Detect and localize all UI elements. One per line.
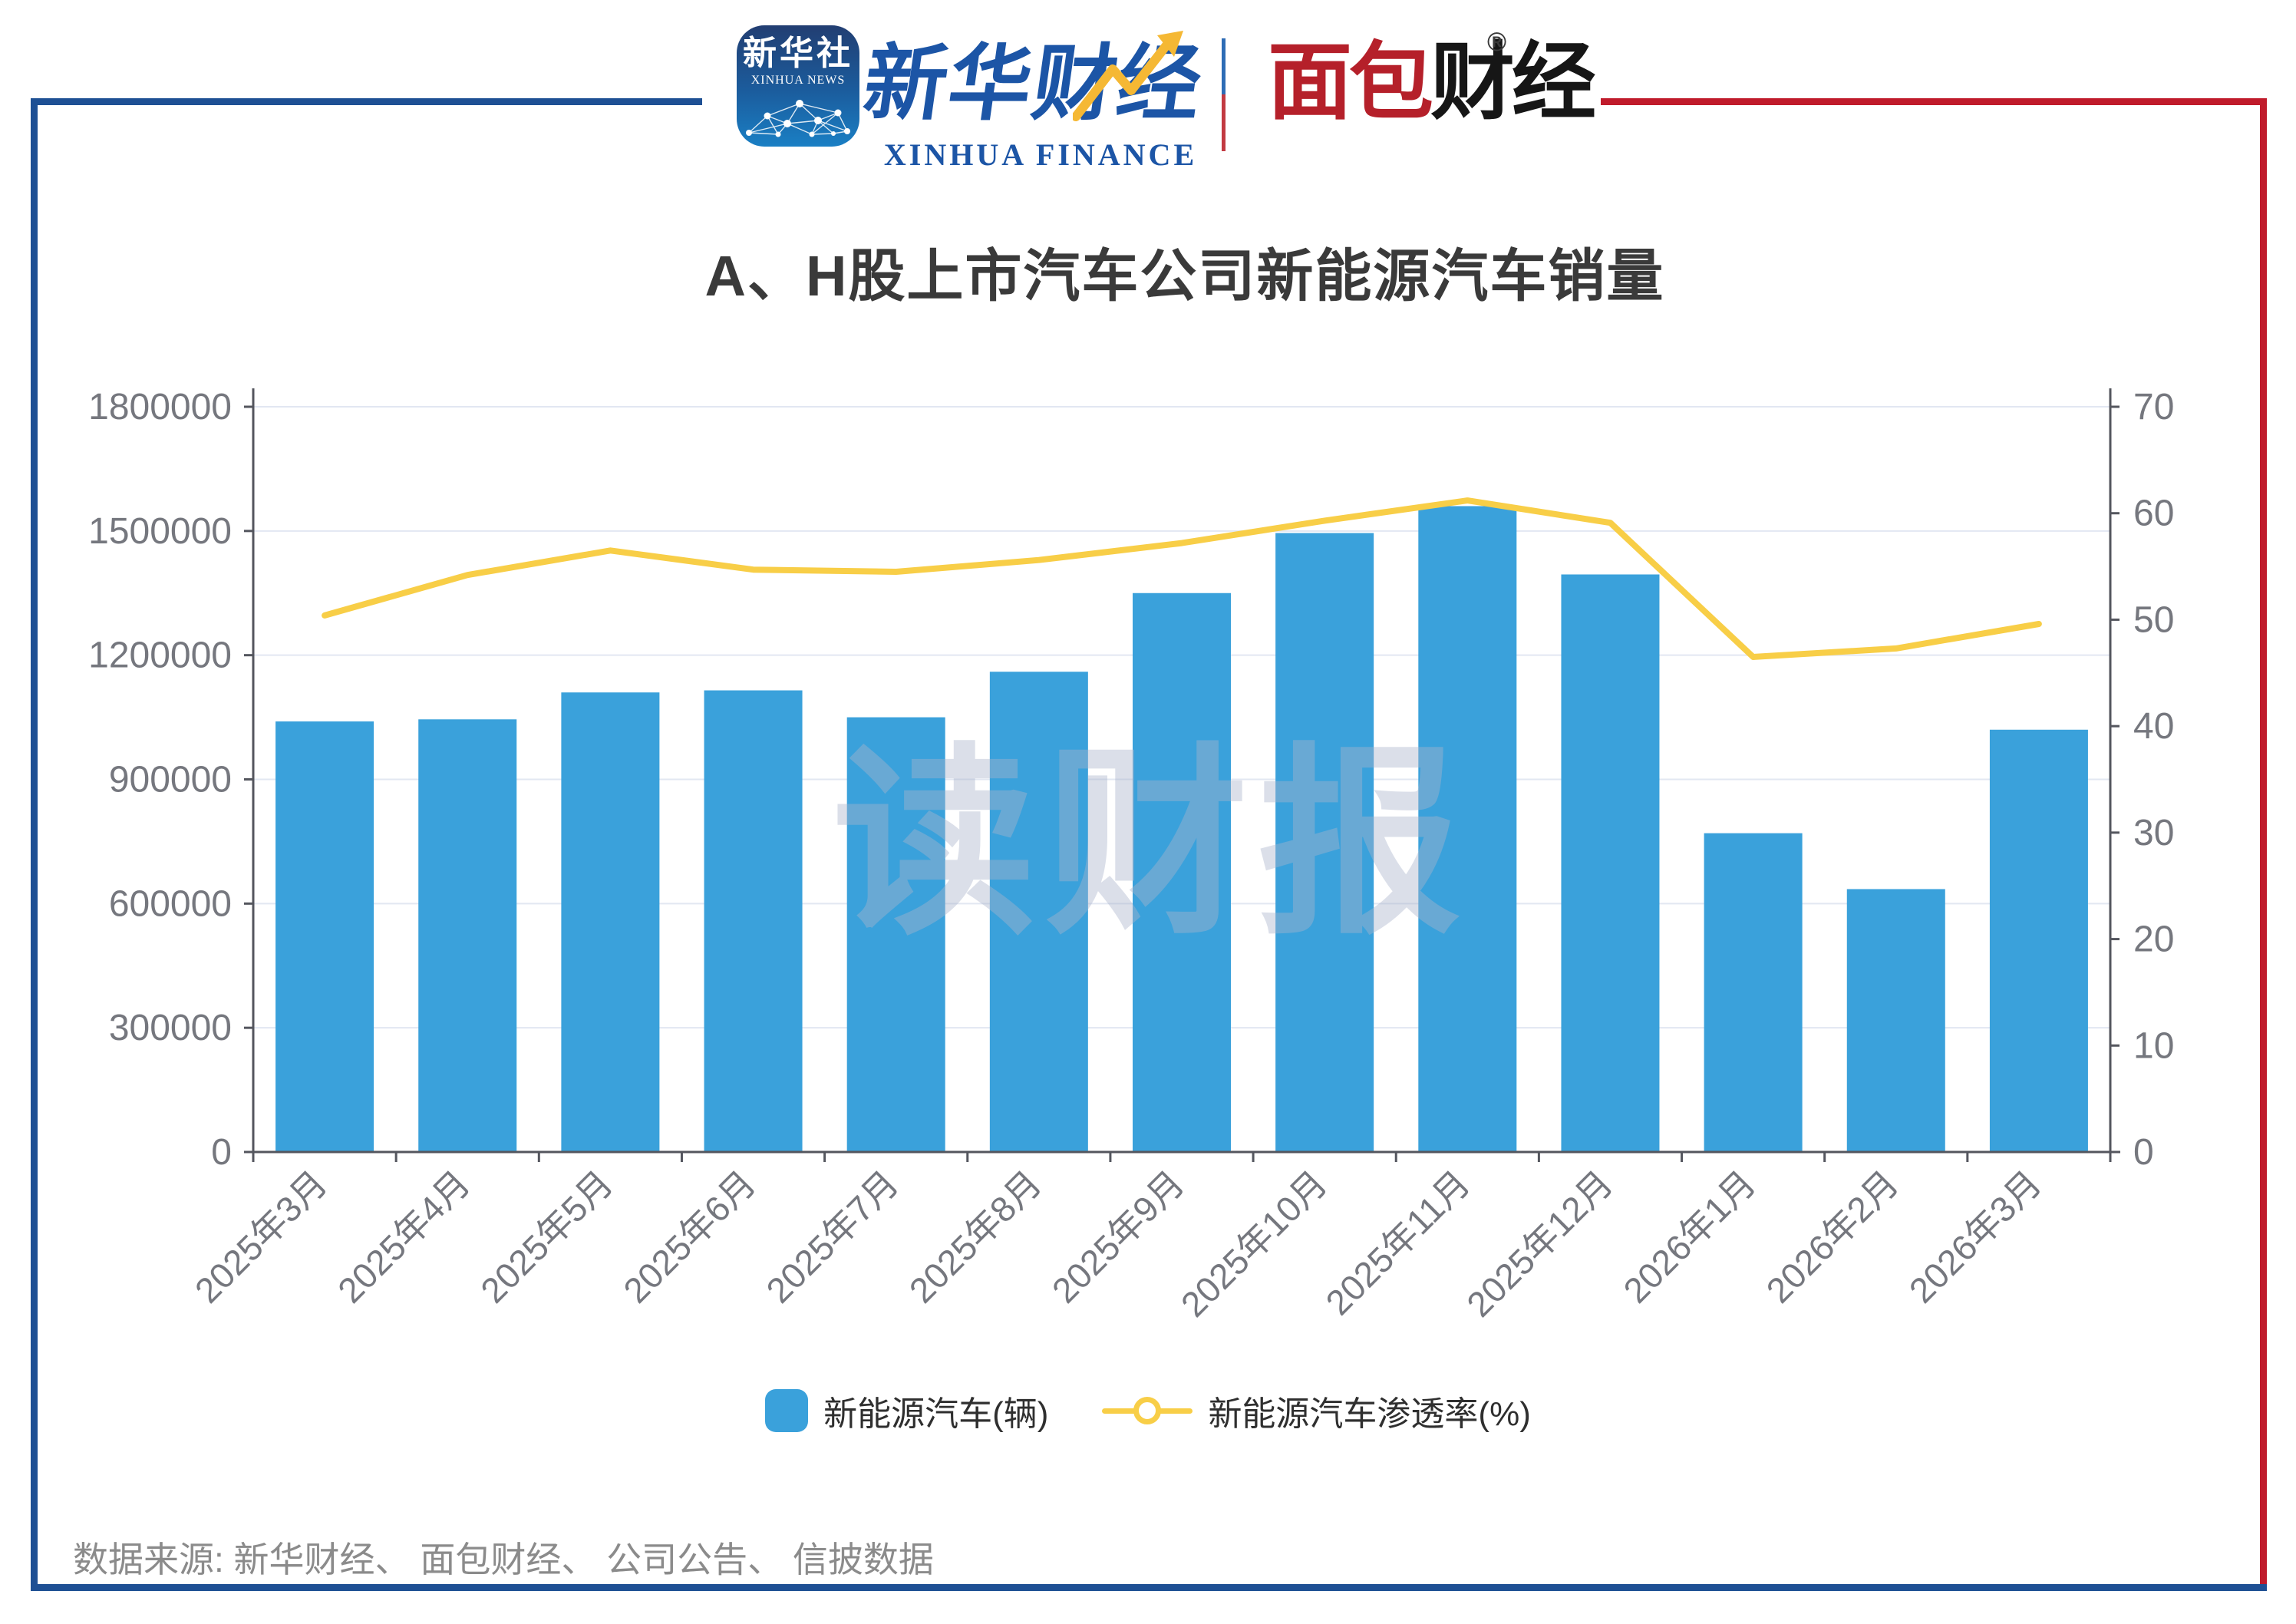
bar-series-swatch-icon <box>765 1389 809 1432</box>
x-axis-label: 2025年6月 <box>615 1163 763 1310</box>
bar-2025年3月[interactable] <box>275 721 374 1152</box>
x-axis-label: 2025年11月 <box>1318 1163 1477 1322</box>
frame-left-line <box>31 98 38 1591</box>
right-axis-label: 50 <box>2133 599 2174 640</box>
bar-2025年4月[interactable] <box>418 719 517 1152</box>
bar-2025年8月[interactable] <box>989 672 1088 1152</box>
bar-2025年9月[interactable] <box>1133 592 1231 1152</box>
x-axis-label: 2026年1月 <box>1615 1163 1763 1310</box>
right-axis-label: 40 <box>2133 706 2174 747</box>
right-axis-label: 60 <box>2133 493 2174 534</box>
bar-2026年2月[interactable] <box>1846 889 1945 1152</box>
bar-2025年11月[interactable] <box>1418 506 1517 1152</box>
right-axis-label: 70 <box>2133 387 2174 427</box>
chart-title: A、H股上市汽车公司新能源汽车销量 <box>704 244 1665 308</box>
right-axis-label: 30 <box>2133 813 2174 853</box>
x-axis-label: 2026年2月 <box>1759 1163 1906 1310</box>
x-axis-label: 2025年8月 <box>902 1163 1049 1310</box>
bar-2025年6月[interactable] <box>704 690 803 1152</box>
registered-trademark-icon: ® <box>1487 28 1507 57</box>
bar-2025年5月[interactable] <box>561 692 660 1152</box>
left-axis-label: 1500000 <box>88 511 232 552</box>
x-axis-label: 2025年3月 <box>187 1163 335 1310</box>
line-series-marker-icon <box>1102 1394 1193 1428</box>
left-axis-label: 600000 <box>109 883 232 924</box>
bar-2026年1月[interactable] <box>1704 833 1803 1152</box>
bar-2025年12月[interactable] <box>1561 574 1660 1152</box>
bar-2026年3月[interactable] <box>1989 729 2088 1152</box>
x-axis-label: 2025年5月 <box>473 1163 620 1310</box>
left-axis-label: 0 <box>211 1132 232 1173</box>
x-axis-label: 2025年4月 <box>330 1163 477 1310</box>
chart-legend: 新能源汽车(辆) 新能源汽车渗透率(%) <box>0 1386 2296 1435</box>
x-axis-label: 2025年10月 <box>1173 1163 1334 1324</box>
xinhua-finance-en-wordmark: XINHUA FINANCE <box>883 137 1198 172</box>
x-axis-label: 2026年3月 <box>1902 1163 2049 1310</box>
legend-label-penetration: 新能源汽车渗透率(%) <box>1208 1395 1531 1433</box>
breadfinance-wordmark: 面包财经 <box>1268 35 1596 130</box>
breadfinance-red-part: 面包 <box>1268 35 1433 130</box>
xinhua-news-en-label: XINHUA NEWS <box>750 74 846 87</box>
frame-right-line <box>2260 98 2267 1591</box>
legend-item-nev-sales[interactable]: 新能源汽车(辆) <box>765 1386 1048 1435</box>
x-axis-label: 2025年9月 <box>1044 1163 1192 1310</box>
xinhua-news-app-logo: 新华社 XINHUA NEWS <box>737 25 859 147</box>
bar-2025年10月[interactable] <box>1275 533 1374 1152</box>
left-axis-label: 1800000 <box>88 387 232 427</box>
x-axis-label: 2025年7月 <box>758 1163 906 1310</box>
left-axis-label: 900000 <box>109 760 232 800</box>
right-axis-label: 0 <box>2133 1132 2154 1173</box>
x-axis-label: 2025年12月 <box>1459 1163 1620 1324</box>
finance-arrow-icon <box>1073 31 1183 121</box>
header-divider <box>1222 38 1226 151</box>
frame-top-right-line <box>1601 98 2267 105</box>
legend-label-nev-sales: 新能源汽车(辆) <box>823 1395 1049 1433</box>
right-axis-label: 10 <box>2133 1025 2174 1066</box>
penetration-line <box>322 497 2042 660</box>
bar-2025年7月[interactable] <box>846 717 945 1152</box>
left-axis-label: 300000 <box>109 1008 232 1048</box>
right-axis-label: 20 <box>2133 919 2174 960</box>
frame-top-left-line <box>31 98 702 105</box>
frame-bottom-line <box>31 1584 2267 1591</box>
data-source-note: 数据来源: 新华财经、 面包财经、 公司公告、 信披数据 <box>73 1540 934 1579</box>
xinhua-news-cn-label: 新华社 <box>743 35 853 72</box>
breadfinance-black-part: 财经 <box>1430 35 1596 130</box>
network-constellation-icon <box>746 100 850 137</box>
left-axis-label: 1200000 <box>88 635 232 676</box>
legend-item-penetration[interactable]: 新能源汽车渗透率(%) <box>1102 1386 1531 1435</box>
